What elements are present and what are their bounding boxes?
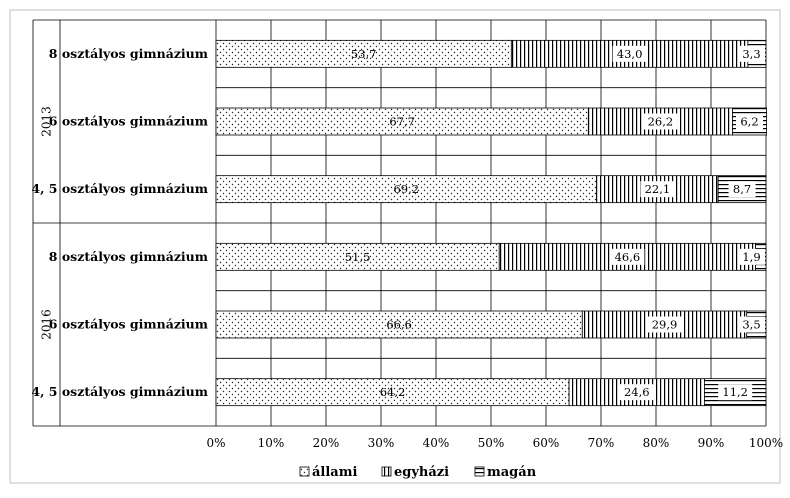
- group-year-label: 2013: [40, 106, 54, 137]
- chart-frame: [9, 9, 781, 484]
- data-label: 24,6: [624, 385, 650, 399]
- data-label-bg: [643, 113, 678, 130]
- x-tick-label: 40%: [423, 436, 450, 450]
- data-label: 29,9: [652, 318, 678, 332]
- data-label: 22,1: [645, 182, 671, 196]
- x-tick-label: 90%: [698, 436, 725, 450]
- data-label: 64,2: [380, 385, 406, 399]
- legend-label: egyházi: [394, 465, 449, 480]
- x-tick-label: 80%: [643, 436, 670, 450]
- legend-swatch: [474, 466, 485, 477]
- legend-label: magán: [487, 465, 537, 480]
- bar-segment: [215, 310, 583, 339]
- category-label: 6 osztályos gimnázium: [49, 114, 208, 129]
- data-label: 67,7: [389, 115, 415, 129]
- x-tick-label: 20%: [313, 436, 340, 450]
- data-label-bg: [718, 384, 753, 401]
- category-label: 4, 5 osztályos gimnázium: [31, 384, 208, 399]
- bar-segment: [215, 242, 500, 271]
- data-label: 43,0: [617, 47, 643, 61]
- bar-segment: [215, 107, 589, 136]
- x-tick-label: 50%: [478, 436, 505, 450]
- x-tick-label: 100%: [749, 436, 783, 450]
- category-label: 8 osztályos gimnázium: [49, 46, 208, 61]
- data-label: 8,7: [733, 182, 751, 196]
- data-label-bg: [738, 45, 765, 62]
- data-label-bg: [640, 181, 675, 198]
- data-label: 11,2: [722, 385, 748, 399]
- data-label-bg: [612, 45, 647, 62]
- data-label-bg: [738, 248, 765, 265]
- x-tick-label: 10%: [258, 436, 285, 450]
- data-label-bg: [610, 248, 645, 265]
- data-label: 46,6: [615, 250, 641, 264]
- data-label: 1,9: [742, 250, 760, 264]
- legend-swatch: [381, 466, 392, 477]
- category-label: 4, 5 osztályos gimnázium: [31, 181, 208, 196]
- category-label: 6 osztályos gimnázium: [49, 317, 208, 332]
- data-label: 53,7: [351, 47, 377, 61]
- data-label-bg: [728, 181, 756, 198]
- x-tick-label: 60%: [533, 436, 560, 450]
- x-tick-label: 0%: [206, 436, 225, 450]
- group-year-label: 2016: [40, 309, 54, 340]
- data-label: 26,2: [648, 115, 674, 129]
- legend-label: állami: [312, 465, 357, 480]
- data-label: 66,6: [386, 318, 412, 332]
- data-label: 6,2: [740, 115, 758, 129]
- data-label-bg: [738, 316, 765, 333]
- data-label: 51,5: [345, 250, 371, 264]
- bar-segment: [215, 378, 570, 407]
- x-tick-label: 70%: [588, 436, 615, 450]
- legend-swatch: [299, 466, 310, 477]
- data-label: 3,3: [742, 47, 760, 61]
- x-tick-label: 30%: [368, 436, 395, 450]
- data-label-bg: [647, 316, 682, 333]
- category-label: 8 osztályos gimnázium: [49, 249, 208, 264]
- data-label: 3,5: [742, 318, 760, 332]
- data-label-bg: [619, 384, 654, 401]
- data-label: 69,2: [393, 182, 419, 196]
- data-label-bg: [736, 113, 763, 130]
